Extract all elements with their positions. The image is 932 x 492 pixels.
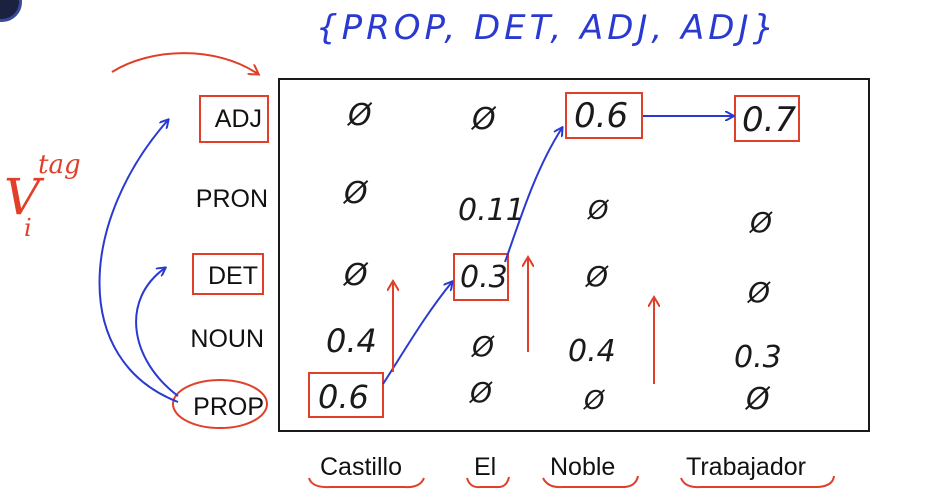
cell-noble-prop: Ø (584, 386, 605, 416)
castillo-prop-highlight (308, 372, 384, 418)
noble-adj-highlight (565, 92, 643, 139)
cell-noble-det: Ø (586, 260, 609, 293)
word-label-noble: Noble (550, 453, 616, 481)
cell-trabajador-noun: 0.3 (734, 340, 782, 375)
tag-label-noun: NOUN (190, 325, 264, 353)
adj-tag-highlight (199, 95, 269, 143)
prop-tag-highlight (172, 379, 268, 429)
det-tag-highlight (192, 253, 264, 295)
tag-label-prop: PROP (193, 393, 264, 421)
viterbi-symbol-subscript: i (24, 214, 32, 242)
cell-el-det: 0.3 (460, 260, 508, 295)
viterbi-symbol-superscript: tag (38, 150, 81, 180)
cell-noble-noun: 0.4 (568, 334, 616, 369)
word-label-trabajador: Trabajador (686, 453, 806, 481)
cell-el-pron: 0.11 (458, 193, 525, 228)
top-curved-arrow (111, 52, 258, 74)
cell-castillo-pron: Ø (344, 176, 368, 211)
trellis-frame (278, 78, 870, 432)
tag-label-det: DET (208, 262, 258, 290)
cell-castillo-noun: 0.4 (326, 322, 377, 360)
viterbi-symbol-base: V (4, 168, 41, 226)
cell-castillo-prop: 0.6 (318, 378, 369, 416)
prop-to-adj-arrow (98, 120, 179, 403)
cell-el-noun: Ø (472, 330, 495, 363)
tag-label-pron: PRON (195, 185, 268, 213)
prop-to-det-arrow (135, 268, 179, 397)
el-det-highlight (453, 253, 509, 301)
word-label-el: El (474, 453, 497, 481)
cell-trabajador-det: Ø (748, 276, 771, 309)
underline-castillo (308, 477, 425, 489)
cell-el-prop: Ø (470, 376, 493, 409)
trabajador-adj-highlight (734, 95, 800, 142)
underline-noble (542, 475, 639, 489)
cell-castillo-adj: Ø (348, 98, 372, 133)
cell-noble-adj: 0.6 (574, 96, 629, 136)
cell-el-adj: Ø (472, 102, 496, 137)
cell-trabajador-pron: Ø (750, 206, 773, 239)
underline-el (466, 476, 510, 489)
cell-noble-pron: Ø (588, 196, 609, 226)
cell-trabajador-adj: 0.7 (742, 100, 797, 140)
tag-label-adj: ADJ (214, 105, 262, 133)
cell-castillo-det: Ø (344, 258, 368, 293)
cell-trabajador-prop: Ø (746, 382, 770, 417)
path-arrow-prop-det (382, 282, 452, 385)
underline-trabajador (680, 475, 835, 489)
path-arrow-det-adj (504, 128, 562, 263)
sequence-annotation: {PROP, DET, ADJ, ADJ} (316, 8, 779, 48)
word-label-castillo: Castillo (320, 453, 402, 481)
